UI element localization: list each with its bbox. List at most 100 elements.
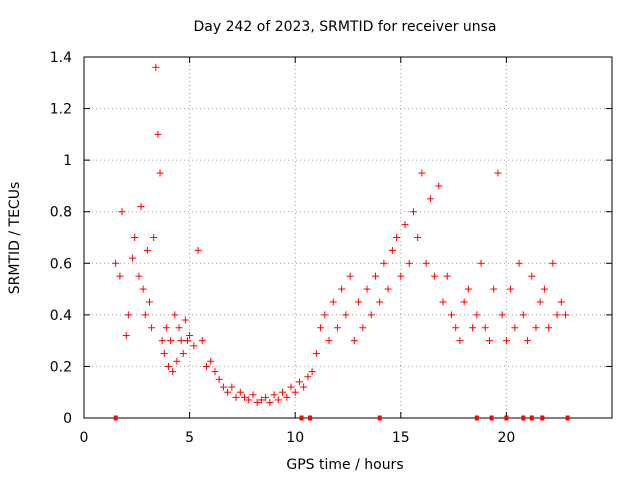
baseline-marker (565, 415, 570, 421)
data-point (141, 311, 149, 319)
data-point (236, 388, 244, 396)
data-point (118, 208, 126, 216)
data-point (249, 391, 257, 399)
data-point (367, 311, 375, 319)
x-tick-label: 5 (185, 430, 194, 446)
data-point (295, 378, 303, 386)
data-point (312, 350, 320, 358)
data-point (346, 272, 354, 280)
data-point (562, 311, 570, 319)
data-point (207, 357, 215, 365)
data-point (181, 316, 189, 324)
data-point (154, 130, 162, 138)
data-point (393, 234, 401, 241)
data-point (245, 396, 253, 404)
data-point (283, 393, 291, 401)
data-point (308, 368, 316, 376)
y-tick-label: 1.4 (50, 50, 72, 66)
baseline-marker (540, 415, 545, 421)
data-point (194, 246, 202, 254)
data-point (175, 324, 183, 332)
data-point (350, 337, 358, 345)
data-point (401, 221, 409, 229)
data-point (160, 350, 168, 358)
y-tick-label: 0.8 (50, 205, 72, 221)
data-point (447, 311, 455, 319)
data-point (452, 324, 460, 332)
baseline-marker (307, 415, 312, 421)
data-point (363, 285, 371, 293)
data-point (540, 285, 548, 293)
data-point (524, 337, 532, 345)
data-point (528, 272, 536, 280)
data-point (515, 259, 523, 267)
y-tick-label: 0.2 (50, 359, 72, 375)
baseline-marker (529, 415, 534, 421)
data-point (329, 298, 337, 306)
data-point (145, 298, 153, 306)
data-point (435, 182, 443, 190)
data-point (481, 324, 489, 332)
data-point (152, 63, 160, 71)
data-point (143, 246, 151, 254)
data-point (405, 259, 413, 267)
data-point (291, 388, 299, 396)
data-point (380, 259, 388, 267)
data-point (486, 337, 494, 345)
data-point (116, 272, 124, 280)
baseline-marker (113, 415, 118, 421)
y-tick-label: 0.4 (50, 308, 72, 324)
data-point (124, 311, 132, 319)
data-point (414, 234, 422, 241)
y-tick-label: 1.2 (50, 102, 72, 118)
data-point (460, 298, 468, 306)
y-tick-label: 1 (63, 153, 72, 169)
data-point (549, 259, 557, 267)
baseline-marker (377, 415, 382, 421)
data-point (431, 272, 439, 280)
data-point (384, 285, 392, 293)
data-point (135, 272, 143, 280)
data-point (131, 234, 139, 241)
data-point (371, 272, 379, 280)
data-point (122, 331, 130, 339)
data-point (112, 259, 120, 267)
data-point (325, 337, 333, 345)
data-point (519, 311, 527, 319)
data-point (279, 388, 287, 396)
data-point (536, 298, 544, 306)
data-point (173, 357, 181, 365)
baseline-marker (489, 415, 494, 421)
baseline-marker (299, 415, 304, 421)
data-point (164, 362, 172, 370)
labels: Day 242 of 2023, SRMTID for receiver uns… (7, 19, 515, 473)
data-point (139, 285, 147, 293)
x-axis-label: GPS time / hours (286, 457, 403, 473)
data-point (156, 169, 164, 177)
data-point (426, 195, 434, 203)
y-tick-label: 0 (63, 411, 72, 427)
baseline-marker (474, 415, 479, 421)
data-point (202, 362, 210, 370)
data-point (169, 368, 177, 376)
data-point (241, 393, 249, 401)
data-point (532, 324, 540, 332)
data-point (498, 311, 506, 319)
data-point (469, 324, 477, 332)
data-point (129, 254, 137, 262)
data-point (171, 311, 179, 319)
data-point (464, 285, 472, 293)
data-point (177, 337, 185, 345)
data-point (300, 383, 308, 391)
data-point (270, 391, 278, 399)
axes (83, 56, 613, 419)
data-point (545, 324, 553, 332)
data-point (511, 324, 519, 332)
data-point (376, 298, 384, 306)
data-point (507, 285, 515, 293)
data-point (262, 393, 270, 401)
data-point (274, 396, 282, 404)
data-point (266, 399, 274, 407)
